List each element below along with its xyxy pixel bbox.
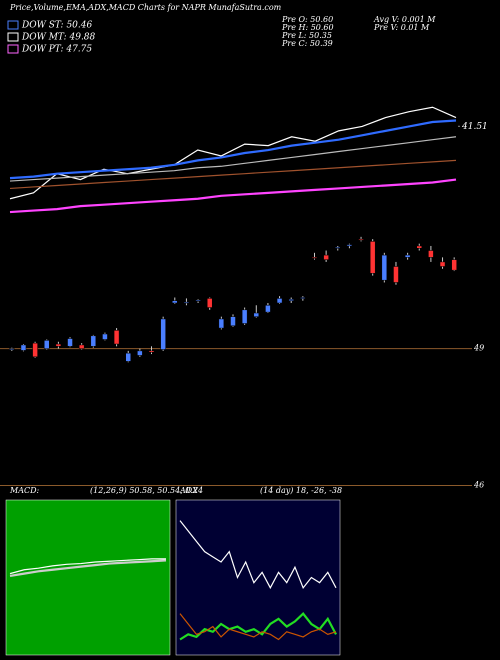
candle-body bbox=[102, 333, 108, 340]
candle-body bbox=[55, 343, 62, 347]
candle-body bbox=[183, 301, 190, 304]
y-tick-label: 49 bbox=[473, 344, 484, 353]
panel-title: ADX bbox=[179, 486, 198, 495]
info-text: Pre L: 50.35 bbox=[281, 31, 332, 40]
panel-background bbox=[5, 499, 171, 656]
candle-body bbox=[230, 316, 236, 327]
series-line bbox=[9, 558, 166, 575]
candle-body bbox=[311, 257, 318, 259]
candle-body bbox=[67, 338, 73, 347]
candle-body bbox=[265, 305, 271, 313]
candle-body bbox=[346, 244, 353, 247]
legend-label: DOW MT: 49.88 bbox=[21, 33, 96, 43]
panel-subtitle: (14 day) 18, -26, -38 bbox=[260, 486, 342, 495]
panel-title: MACD: bbox=[9, 486, 40, 495]
series-line bbox=[9, 119, 457, 180]
candle-body bbox=[335, 247, 341, 249]
candle-body bbox=[9, 348, 15, 350]
candle-body bbox=[148, 350, 155, 353]
legend-label: DOW ST: 50.46 bbox=[21, 21, 92, 31]
info-text: Pre V: 0.01 M bbox=[373, 23, 430, 32]
candle-body bbox=[218, 318, 225, 329]
candle-body bbox=[78, 344, 85, 349]
candle-body bbox=[125, 352, 131, 362]
candle-body bbox=[43, 340, 50, 349]
y-tick-label: 46 bbox=[473, 480, 484, 489]
candle-body bbox=[172, 300, 178, 304]
candle-body bbox=[393, 266, 399, 283]
info-text: Pre H: 50.60 bbox=[281, 23, 334, 32]
candle-body bbox=[404, 254, 411, 258]
panel-subtitle: (12,26,9) 50.58, 50.54, 0.24 bbox=[90, 486, 203, 495]
candle-body bbox=[195, 299, 201, 302]
series-line bbox=[9, 136, 457, 182]
candle-body bbox=[300, 297, 306, 299]
legend-swatch bbox=[7, 44, 19, 54]
candle-body bbox=[253, 312, 260, 317]
candle-body bbox=[160, 318, 166, 350]
candle-body bbox=[113, 330, 120, 345]
candle-body bbox=[358, 238, 364, 241]
candle-body bbox=[276, 298, 283, 304]
series-line bbox=[9, 159, 457, 190]
legend-swatch bbox=[7, 32, 19, 42]
series-line bbox=[9, 178, 457, 214]
candle-body bbox=[90, 335, 97, 347]
candle-body bbox=[323, 254, 329, 260]
candle-body bbox=[32, 342, 38, 358]
candle-body bbox=[451, 259, 457, 271]
info-text: Pre O: 50.60 bbox=[281, 15, 333, 24]
candle-body bbox=[137, 350, 143, 356]
series-line bbox=[9, 106, 457, 200]
series-line bbox=[179, 520, 337, 590]
chart-title: Price,Volume,EMA,ADX,MACD Charts for NAP… bbox=[9, 3, 282, 12]
candle-body bbox=[428, 250, 434, 258]
series-line bbox=[179, 613, 337, 641]
candle-body bbox=[288, 299, 294, 301]
candle-body bbox=[20, 344, 27, 351]
info-text: Avg V: 0.001 M bbox=[373, 15, 436, 24]
legend-swatch bbox=[7, 20, 19, 30]
candle-body bbox=[381, 254, 388, 281]
series-line bbox=[9, 559, 167, 578]
y-tick-label: 41.51 bbox=[461, 122, 488, 132]
candle-body bbox=[206, 298, 213, 308]
legend-label: DOW PT: 47.75 bbox=[21, 45, 92, 55]
candle-body bbox=[416, 245, 423, 249]
info-text: Pre C: 50.39 bbox=[281, 39, 333, 48]
candle-body bbox=[439, 261, 446, 267]
candle-body bbox=[241, 309, 248, 324]
candle-body bbox=[369, 241, 376, 274]
series-line bbox=[179, 612, 337, 641]
